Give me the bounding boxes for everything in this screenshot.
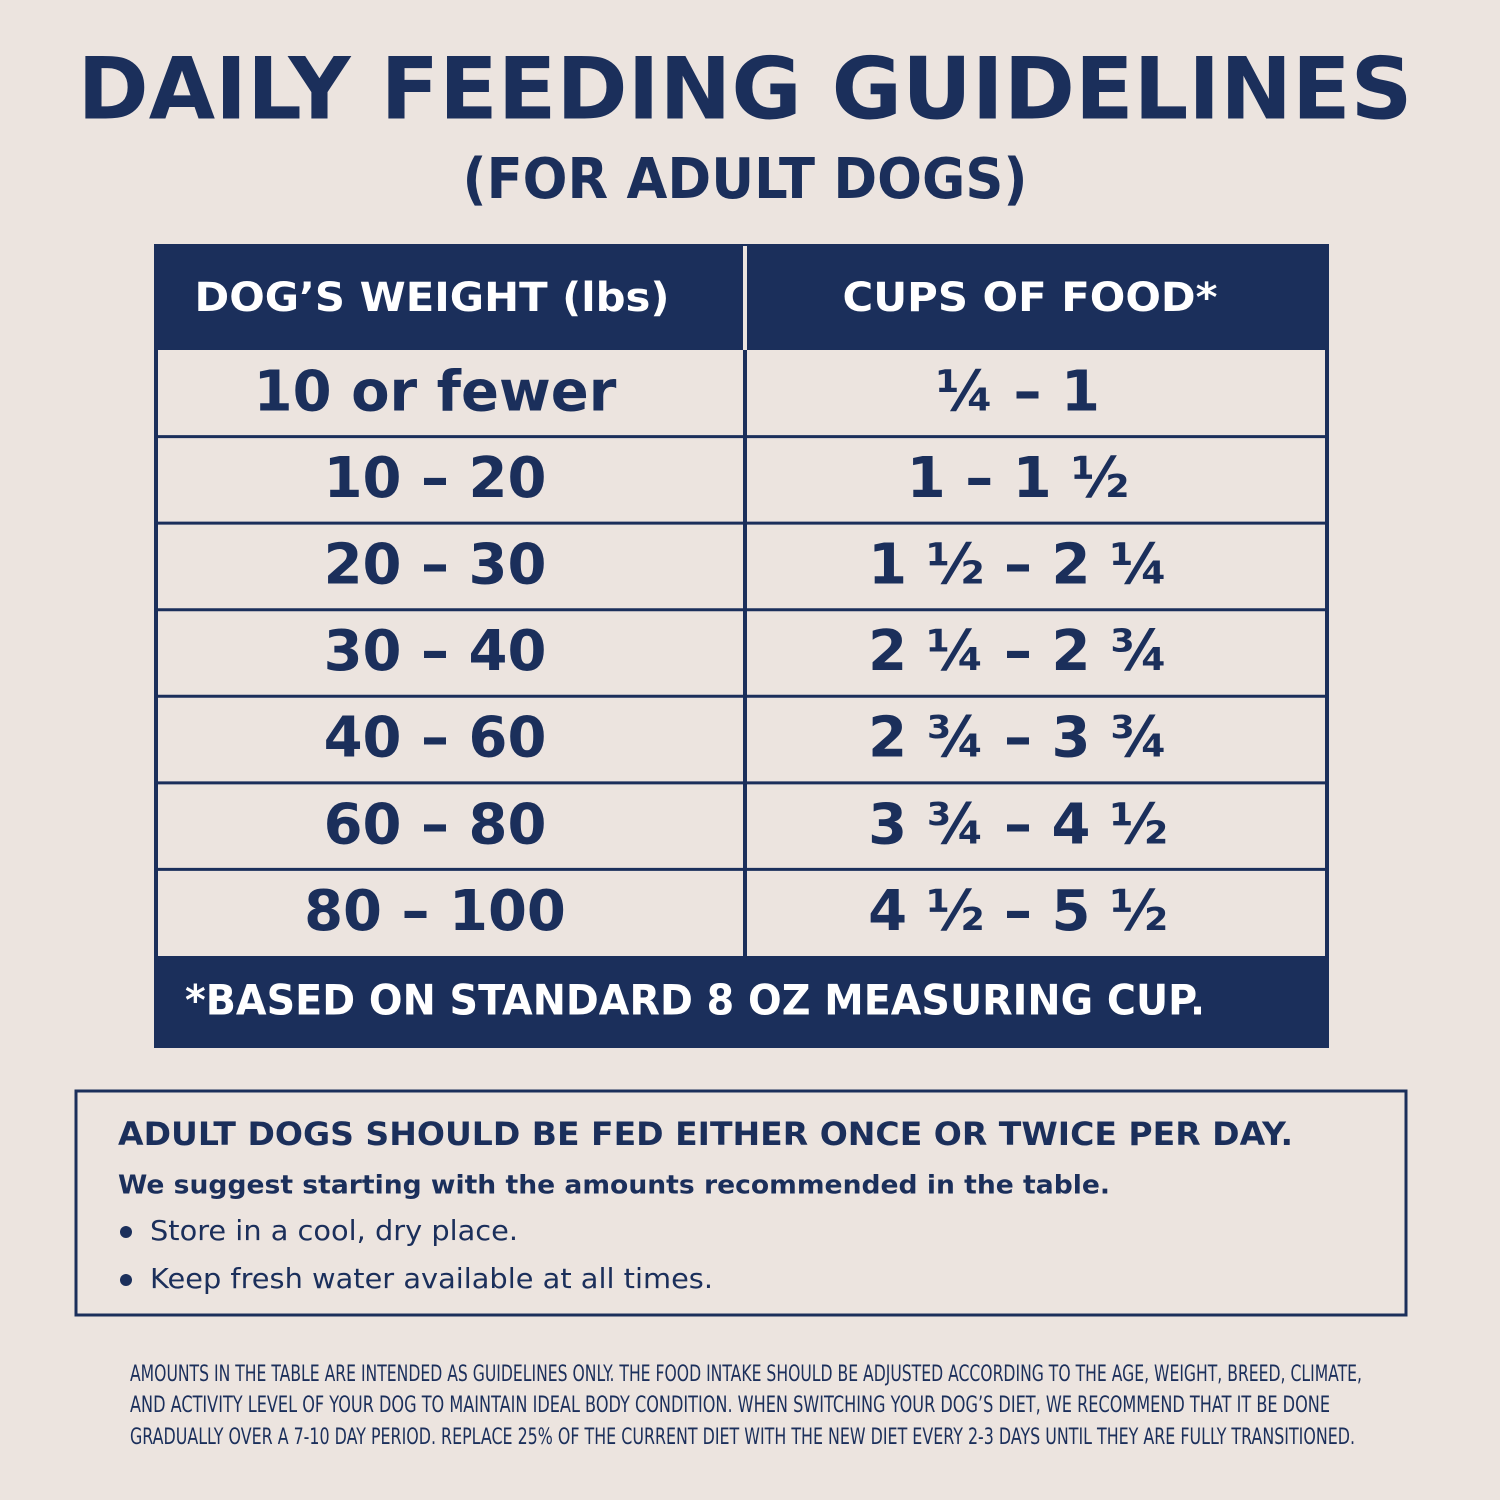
column-header: CUPS OF FOOD* <box>843 275 1218 321</box>
disclaimer-line: GRADUALLY OVER A 7-10 DAY PERIOD. REPLAC… <box>130 1425 1355 1450</box>
weight-cell: 40 – 60 <box>324 706 547 771</box>
cups-cell: 4 ½ – 5 ½ <box>868 879 1168 944</box>
cups-cell: 3 ¾ – 4 ½ <box>868 792 1168 857</box>
feeding-table: DOG’S WEIGHT (lbs) CUPS OF FOOD* *BASED … <box>154 244 1329 1048</box>
column-header: DOG’S WEIGHT (lbs) <box>195 275 670 321</box>
bullet-dot <box>120 1274 132 1286</box>
title: DAILY FEEDING GUIDELINES <box>78 39 1413 139</box>
weight-cell: 60 – 80 <box>324 792 547 857</box>
table-footer <box>156 956 1327 1046</box>
info-box <box>74 1089 1408 1317</box>
info-bullet: Keep fresh water available at all times. <box>150 1262 713 1295</box>
cups-cell: 1 ½ – 2 ¼ <box>868 533 1168 598</box>
disclaimer-line: AND ACTIVITY LEVEL OF YOUR DOG TO MAINTA… <box>130 1393 1330 1418</box>
cups-cell: 1 – 1 ½ <box>907 446 1129 511</box>
subtitle: (FOR ADULT DOGS) <box>463 147 1028 212</box>
info-subheading: We suggest starting with the amounts rec… <box>118 1171 1110 1201</box>
weight-cell: 80 – 100 <box>304 879 566 944</box>
cups-cell: ¼ – 1 <box>936 359 1100 424</box>
cups-cell: 2 ¼ – 2 ¾ <box>868 619 1168 684</box>
info-bullet: Store in a cool, dry place. <box>150 1214 518 1247</box>
table-footnote: *BASED ON STANDARD 8 OZ MEASURING CUP. <box>185 976 1205 1025</box>
weight-cell: 10 or fewer <box>254 359 617 424</box>
weight-cell: 30 – 40 <box>324 619 547 684</box>
disclaimer-line: AMOUNTS IN THE TABLE ARE INTENDED AS GUI… <box>130 1362 1362 1387</box>
weight-cell: 10 – 20 <box>324 446 547 511</box>
weight-cell: 20 – 30 <box>324 533 547 598</box>
info-heading: ADULT DOGS SHOULD BE FED EITHER ONCE OR … <box>118 1115 1293 1153</box>
cups-cell: 2 ¾ – 3 ¾ <box>868 706 1168 771</box>
table-header <box>156 246 1327 350</box>
bullet-dot <box>120 1226 132 1238</box>
